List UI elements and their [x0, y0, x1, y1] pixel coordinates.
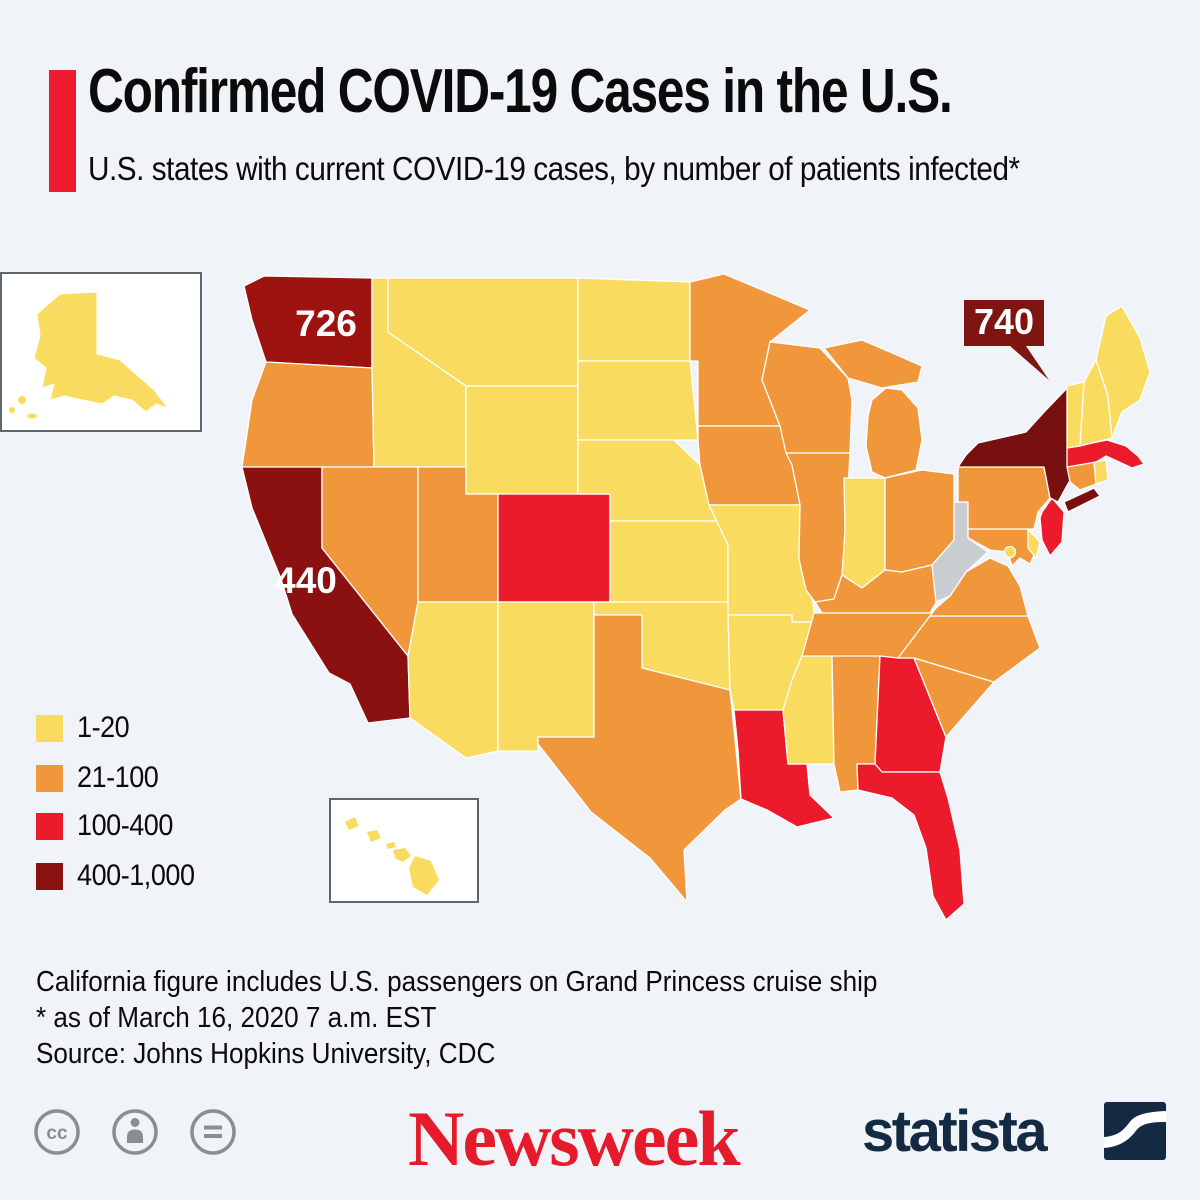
state-ME: [1095, 305, 1151, 439]
cc-glyph: cc: [46, 1123, 68, 1144]
state-TX: [537, 614, 742, 903]
no-derivatives-icon[interactable]: [190, 1109, 236, 1155]
attribution-body: [127, 1129, 143, 1143]
state-CO: [497, 493, 611, 603]
statista-mark-swoosh: [1104, 1111, 1166, 1148]
legend-item: 21-100: [36, 761, 167, 794]
state-AK-island: [9, 407, 15, 413]
state-AZ: [407, 601, 499, 759]
state-OR: [241, 361, 375, 468]
alaska-map: [9, 291, 170, 419]
state-MI: [823, 339, 923, 389]
legend-item: 400-1,000: [36, 859, 208, 892]
state-ND: [577, 277, 691, 362]
state-NM: [497, 601, 595, 752]
title-accent-bar: [49, 70, 76, 192]
attribution-icon[interactable]: [112, 1109, 158, 1155]
state-HI-island: [367, 830, 381, 842]
statista-logo-text[interactable]: statista: [862, 1099, 1048, 1164]
state-NJ: [1039, 497, 1065, 557]
value-label-california: 440: [275, 560, 337, 601]
state-HI-island: [393, 848, 411, 862]
callout-new-york: 740: [964, 300, 1049, 380]
value-label-new-york: 740: [974, 301, 1034, 342]
statista-logo-mark[interactable]: [1104, 1102, 1166, 1160]
state-HI-island: [409, 856, 439, 895]
legend-item: 100-400: [36, 809, 184, 842]
state-VA: [929, 557, 1029, 617]
footnote-source: Source: Johns Hopkins University, CDC: [36, 1038, 496, 1070]
footnote-asof: * as of March 16, 2020 7 a.m. EST: [36, 1002, 437, 1034]
state-DE: [1027, 528, 1041, 559]
state-IN: [841, 477, 886, 589]
state-MA: [1066, 439, 1145, 469]
legend-swatch-400-1000: [36, 862, 63, 890]
legend-swatch-21-100: [36, 764, 63, 792]
legend-label: 400-1,000: [77, 859, 195, 892]
attribution-head: [130, 1118, 140, 1127]
state-PA: [957, 466, 1051, 530]
state-KS: [609, 520, 729, 603]
alaska-inset: [0, 272, 202, 432]
page-title: Confirmed COVID-19 Cases in the U.S.: [88, 57, 953, 126]
map-labels-layer: 726 440 740: [275, 300, 1049, 601]
state-RI: [1093, 459, 1109, 485]
state-WV: [931, 501, 989, 603]
state-NY: [1063, 487, 1101, 513]
state-SD: [577, 360, 699, 441]
us-choropleth-map: 726 440 740: [241, 273, 1151, 921]
equal-bar: [204, 1125, 222, 1130]
page-subtitle: U.S. states with current COVID-19 cases,…: [88, 150, 1020, 187]
footnote-california: California figure includes U.S. passenge…: [36, 966, 878, 998]
state-FL: [856, 763, 965, 921]
legend-item: 1-20: [36, 711, 135, 744]
legend-swatch-100-400: [36, 812, 63, 840]
value-label-washington: 726: [295, 303, 357, 344]
states-layer: [241, 273, 1151, 921]
state-WY: [465, 385, 579, 495]
legend-swatch-1-20: [36, 714, 63, 742]
legend-label: 1-20: [77, 711, 130, 744]
footnotes: California figure includes U.S. passenge…: [36, 964, 877, 1072]
state-MI: [865, 387, 923, 479]
state-AK-body: [33, 291, 170, 413]
state-HI-island: [386, 842, 396, 849]
cc-icon[interactable]: [34, 1109, 80, 1155]
hawaii-map: [345, 817, 439, 895]
legend-label: 100-400: [77, 809, 173, 842]
state-AK-island: [18, 396, 26, 404]
license-icons[interactable]: cc: [33, 1106, 243, 1158]
state-DC: [1003, 545, 1017, 559]
equal-bar: [204, 1134, 222, 1138]
callout-bubble: [964, 300, 1049, 380]
hawaii-inset: [329, 798, 479, 903]
state-HI-island: [345, 817, 359, 830]
legend-label: 21-100: [77, 761, 159, 794]
newsweek-logo[interactable]: Newsweek: [408, 1095, 741, 1182]
state-AK-island: [27, 413, 37, 419]
